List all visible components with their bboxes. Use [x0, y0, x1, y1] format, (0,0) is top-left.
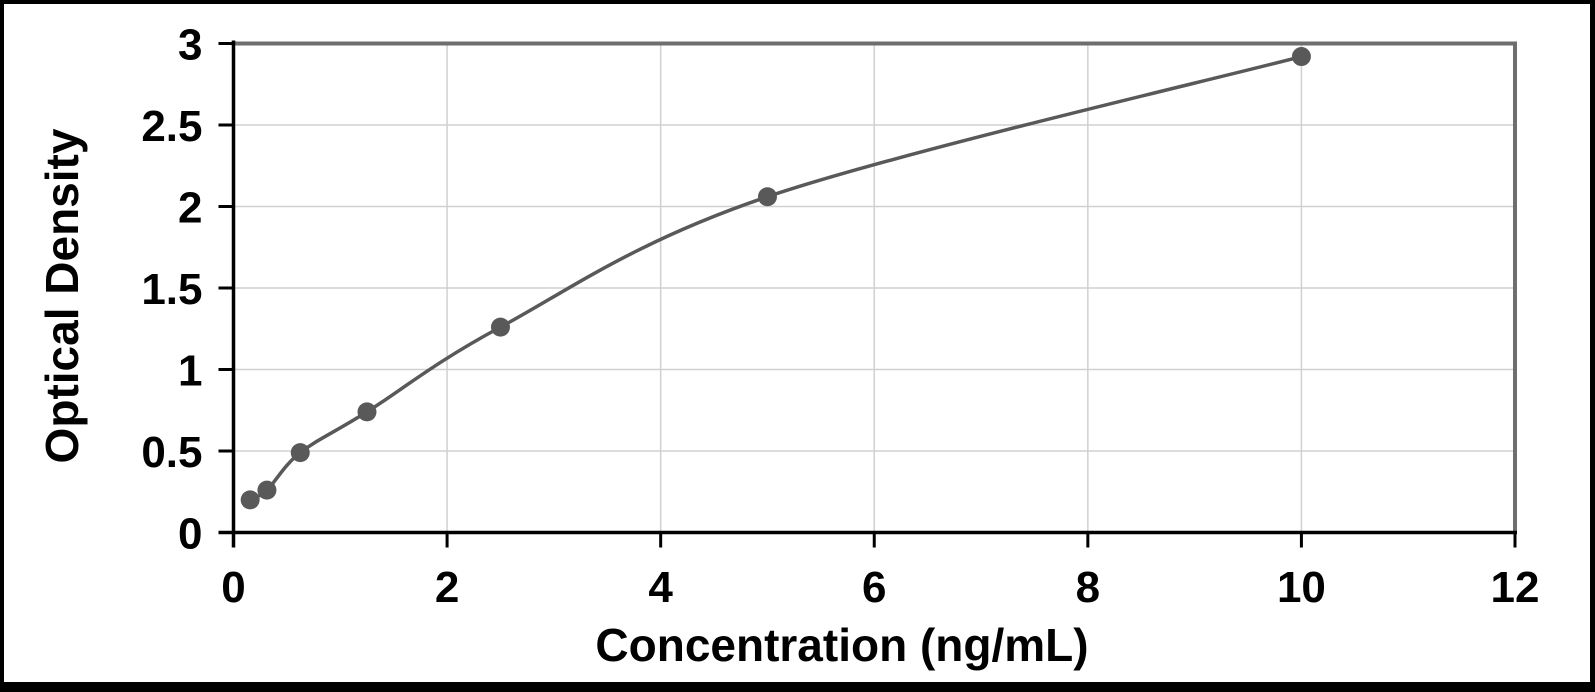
y-tick-label: 2.5 — [141, 102, 202, 151]
x-tick-label: 6 — [862, 563, 886, 612]
figure-frame-right — [1590, 0, 1595, 692]
y-axis-title: Optical Density — [36, 128, 88, 464]
trend-curve — [249, 54, 1302, 502]
figure-frame-left — [0, 0, 4, 692]
y-tick-label: 1.5 — [141, 265, 202, 314]
x-tick-label: 10 — [1277, 563, 1326, 612]
data-point-marker — [290, 443, 310, 463]
x-axis-title: Concentration (ng/mL) — [595, 619, 1089, 671]
data-point-marker — [240, 490, 260, 510]
figure-frame-top — [0, 0, 1595, 4]
x-tick-label: 4 — [648, 563, 673, 612]
x-tick-label: 2 — [435, 563, 459, 612]
x-tick-label: 12 — [1491, 563, 1540, 612]
y-tick-label: 2 — [178, 184, 202, 233]
y-tick-label: 3 — [178, 21, 202, 70]
data-point-marker — [490, 317, 510, 337]
x-tick-label: 0 — [221, 563, 245, 612]
data-point-marker — [257, 480, 277, 500]
y-tick-label: 1 — [178, 347, 202, 396]
x-tick-label: 8 — [1076, 563, 1100, 612]
data-point-marker — [757, 187, 777, 207]
figure-frame-bottom — [0, 682, 1595, 692]
y-tick-label: 0 — [178, 510, 202, 559]
data-point-marker — [357, 402, 377, 422]
y-tick-label: 0.5 — [141, 428, 202, 477]
data-point-marker — [1291, 47, 1311, 67]
